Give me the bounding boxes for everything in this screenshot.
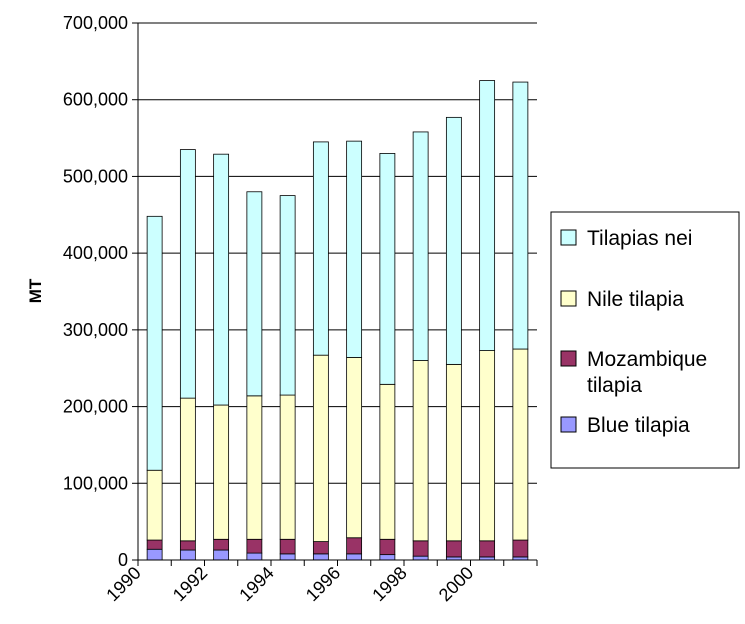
x-tick-label: 1994: [235, 563, 277, 605]
bar-segment-tilapias-nei: [379, 153, 396, 385]
bar-segment-tilapias-nei: [279, 195, 296, 396]
bar-segment-blue-tilapia: [246, 552, 263, 561]
bar-segment-nile-tilapia: [312, 354, 329, 542]
legend-label: Blue tilapia: [587, 414, 690, 437]
y-tick-label: 200,000: [63, 397, 128, 417]
bar-segment-tilapias-nei: [312, 141, 329, 356]
bar-segment-blue-tilapia: [412, 555, 429, 561]
bar-segment-tilapias-nei: [479, 80, 496, 351]
x-tick-label: 2000: [435, 563, 477, 605]
legend-swatch: [560, 229, 577, 246]
bar-segment-mozambique-tilapia: [346, 537, 363, 555]
bar-segment-nile-tilapia: [412, 360, 429, 542]
bar-segment-blue-tilapia: [312, 553, 329, 561]
x-tick-label: 1990: [102, 563, 144, 605]
bar-segment-tilapias-nei: [412, 131, 429, 361]
bar-segment-nile-tilapia: [479, 350, 496, 542]
bar-segment-nile-tilapia: [179, 397, 196, 542]
bar-segment-tilapias-nei: [512, 81, 529, 350]
bar-segment-mozambique-tilapia: [512, 539, 529, 558]
bar-segment-nile-tilapia: [346, 357, 363, 539]
legend-swatch: [560, 290, 577, 307]
y-tick-label: 100,000: [63, 473, 128, 493]
bar-segment-mozambique-tilapia: [412, 540, 429, 557]
bar-segment-nile-tilapia: [146, 469, 163, 541]
legend-label: Nile tilapia: [587, 288, 684, 311]
bar-segment-tilapias-nei: [445, 116, 462, 365]
bar-segment-blue-tilapia: [213, 549, 230, 561]
gridlines: [138, 22, 537, 484]
bar-segment-mozambique-tilapia: [445, 540, 462, 558]
bar-segment-nile-tilapia: [213, 404, 230, 540]
y-tick-label: 500,000: [63, 166, 128, 186]
bar-segment-mozambique-tilapia: [312, 541, 329, 555]
legend-label: Tilapias nei: [587, 227, 692, 250]
x-ticks: 1990 1992 1994 1996 1998 2000: [102, 560, 538, 605]
bar-segment-blue-tilapia: [379, 554, 396, 561]
bar-segment-tilapias-nei: [179, 149, 196, 399]
bar-segment-mozambique-tilapia: [279, 538, 296, 555]
bar-segment-nile-tilapia: [279, 394, 296, 540]
x-tick-label: 1992: [169, 563, 211, 605]
bar-segment-mozambique-tilapia: [179, 540, 196, 551]
legend-swatch: [560, 350, 577, 367]
bar-segment-mozambique-tilapia: [479, 540, 496, 558]
bars: [146, 80, 529, 561]
y-tick-label: 700,000: [63, 13, 128, 33]
axes: [137, 23, 537, 561]
legend-label: tilapia: [587, 374, 642, 397]
y-tick-label: 300,000: [63, 320, 128, 340]
bar-segment-blue-tilapia: [279, 553, 296, 561]
bar-segment-mozambique-tilapia: [213, 538, 230, 551]
legend: Tilapias nei Nile tilapia Mozambique tilapi…: [550, 211, 740, 469]
y-tick-label: 400,000: [63, 243, 128, 263]
bar-segment-mozambique-tilapia: [146, 539, 163, 550]
bar-segment-blue-tilapia: [346, 553, 363, 561]
x-tick-label: 1996: [302, 563, 344, 605]
y-axis-title: MT: [26, 278, 45, 303]
bar-segment-tilapias-nei: [146, 215, 163, 471]
y-ticks: 0 100,000 200,000 300,000 400,000 500,000 600,…: [63, 13, 138, 570]
legend-box: [550, 211, 740, 469]
bar-segment-mozambique-tilapia: [246, 538, 263, 554]
bar-segment-nile-tilapia: [512, 348, 529, 541]
bar-segment-blue-tilapia: [146, 548, 163, 561]
bar-segment-tilapias-nei: [246, 191, 263, 397]
x-tick-label: 1998: [368, 563, 410, 605]
bar-segment-nile-tilapia: [445, 363, 462, 542]
y-tick-label: 600,000: [63, 90, 128, 110]
bar-segment-tilapias-nei: [213, 153, 230, 406]
bar-segment-blue-tilapia: [179, 549, 196, 561]
bar-segment-tilapias-nei: [346, 140, 363, 358]
legend-label: Mozambique: [587, 348, 707, 371]
legend-swatch: [560, 416, 577, 433]
bar-segment-nile-tilapia: [246, 395, 263, 540]
y-tick-label: 0: [118, 550, 128, 570]
bar-segment-nile-tilapia: [379, 383, 396, 540]
bar-segment-mozambique-tilapia: [379, 538, 396, 556]
